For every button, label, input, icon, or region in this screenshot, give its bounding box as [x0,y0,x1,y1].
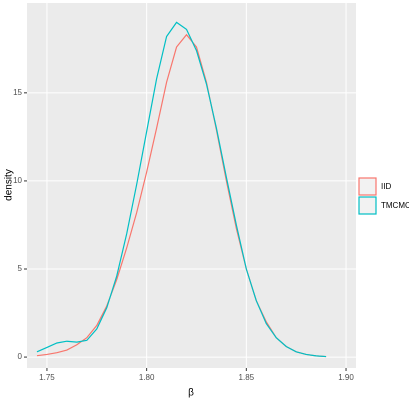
legend-key [358,196,377,215]
y-tick-label: 10 [13,176,22,185]
legend-label: TMCMC [381,201,409,210]
x-tick-label: 1.90 [338,373,354,382]
x-axis-title: β [188,388,194,399]
y-axis-title: density [4,169,15,201]
density-line [36,21,327,358]
x-tick-label: 1.75 [39,373,55,382]
y-tick-label: 15 [13,88,22,97]
legend-label: IID [381,182,391,191]
x-tick-label: 1.85 [239,373,255,382]
y-tick-label: 0 [18,352,23,361]
panel [27,3,356,368]
x-tick-label: 1.80 [139,373,155,382]
legend-key [358,177,377,196]
y-tick-label: 5 [18,264,23,273]
